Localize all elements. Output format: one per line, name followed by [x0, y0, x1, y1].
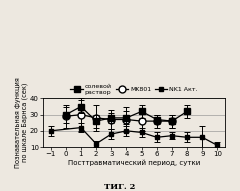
X-axis label: Посттравматический период, сутки: Посттравматический период, сутки — [68, 160, 200, 166]
Y-axis label: Познавательная функция
по шкале Барнса (сек): Познавательная функция по шкале Барнса (… — [15, 77, 29, 168]
Legend: солевой
раствор, MK801, NK1 Акт.: солевой раствор, MK801, NK1 Акт. — [68, 81, 200, 97]
Text: ΤИГ. 2: ΤИГ. 2 — [104, 183, 136, 191]
